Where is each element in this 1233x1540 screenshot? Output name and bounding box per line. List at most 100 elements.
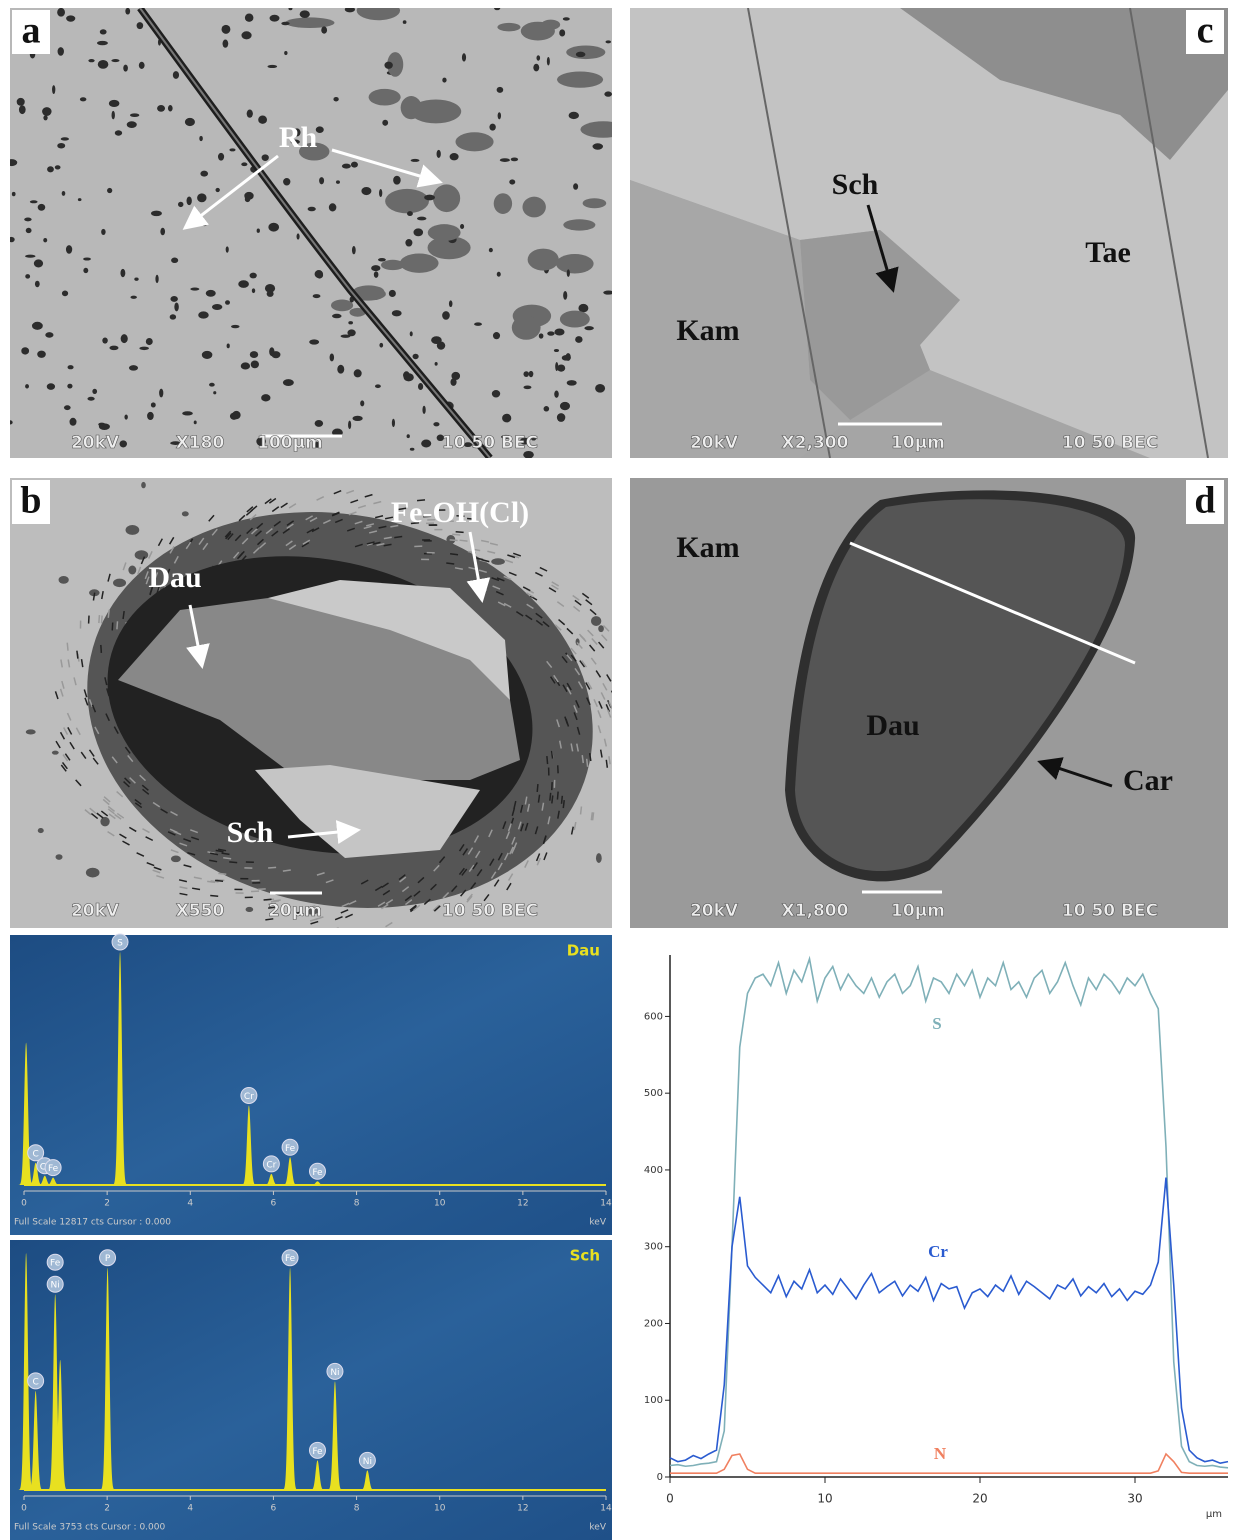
info-bar: 10µm [891,433,945,453]
texture [38,828,44,833]
texture [352,416,362,421]
texture [78,198,82,201]
x-tick-label: 12 [517,1504,528,1514]
texture [612,691,616,698]
texture [102,337,108,343]
texture [582,755,583,763]
texture [123,65,128,72]
texture [284,51,287,55]
texture [59,576,69,584]
texture [493,332,500,339]
x-axis-label: µm [1206,1509,1222,1520]
texture [521,22,555,41]
texture [474,322,482,326]
texture [250,273,257,279]
texture [360,400,364,406]
texture [297,233,300,239]
texture [257,229,260,233]
x-tick-label: 6 [271,1504,277,1514]
texture [21,347,29,354]
texture [24,218,31,222]
texture [460,540,468,541]
texture [417,217,426,221]
texture [392,310,402,316]
texture [157,105,165,112]
texture [141,482,146,488]
texture [578,304,588,312]
texture [99,423,110,430]
texture [512,316,541,340]
peak-label: C [32,1377,38,1387]
info-bar: 10 50 BEC [442,901,538,921]
texture [283,379,294,386]
texture [451,372,460,380]
texture [557,413,565,422]
texture [182,411,193,415]
texture [87,397,94,401]
texture [410,448,415,451]
texture [433,184,460,212]
info-bar: 20kV [71,901,120,921]
texture [25,384,29,388]
x-tick-label: 10 [434,1504,446,1514]
sem-image-c [630,8,1228,458]
texture [170,314,176,319]
texture [583,198,607,208]
texture [616,743,618,751]
texture [83,268,88,273]
texture [557,792,558,800]
texture [449,300,453,307]
texture [146,338,153,345]
texture [57,143,65,149]
mineral-label: Fe-OH(Cl) [391,496,529,529]
peak-label: Ni [330,1368,339,1378]
texture [555,362,558,371]
texture [250,351,258,358]
texture [348,321,353,324]
texture [17,98,25,106]
texture [384,62,392,69]
spectrum-title: Dau [567,942,600,960]
info-bar: 10 50 BEC [1062,433,1158,453]
texture [593,812,594,820]
texture [393,176,401,185]
x-tick-label: 14 [600,1504,612,1514]
x-tick-label: 10 [817,1492,832,1506]
info-bar: 20kV [71,433,120,453]
texture [281,22,289,25]
texture [566,353,571,361]
texture [413,228,423,236]
panel-label: d [1194,480,1215,522]
texture [379,189,382,197]
texture [615,651,620,657]
series-label: Cr [928,1242,948,1261]
x-axis-label: keV [589,1218,606,1228]
texture [283,178,290,186]
x-axis-label: keV [589,1523,606,1533]
texture [268,867,276,868]
texture [598,625,604,632]
texture [139,62,145,69]
texture [330,354,334,362]
texture [489,124,495,131]
texture [539,333,544,338]
x-tick-label: 0 [21,1199,27,1209]
texture [26,228,32,233]
panel-label: c [1197,10,1214,52]
texture [147,412,154,420]
texture [68,365,74,369]
peak-label: Fe [50,1259,61,1269]
texture [7,420,12,424]
texture [621,685,625,692]
x-tick-label: 4 [187,1504,193,1514]
panel-label: b [20,480,41,522]
spectrum-background [10,935,612,1235]
texture [108,610,109,618]
x-tick-label: 8 [354,1199,360,1209]
texture [547,756,548,764]
texture [186,196,191,205]
texture [125,8,130,15]
texture [215,880,223,881]
texture [12,192,16,196]
texture [616,749,617,757]
